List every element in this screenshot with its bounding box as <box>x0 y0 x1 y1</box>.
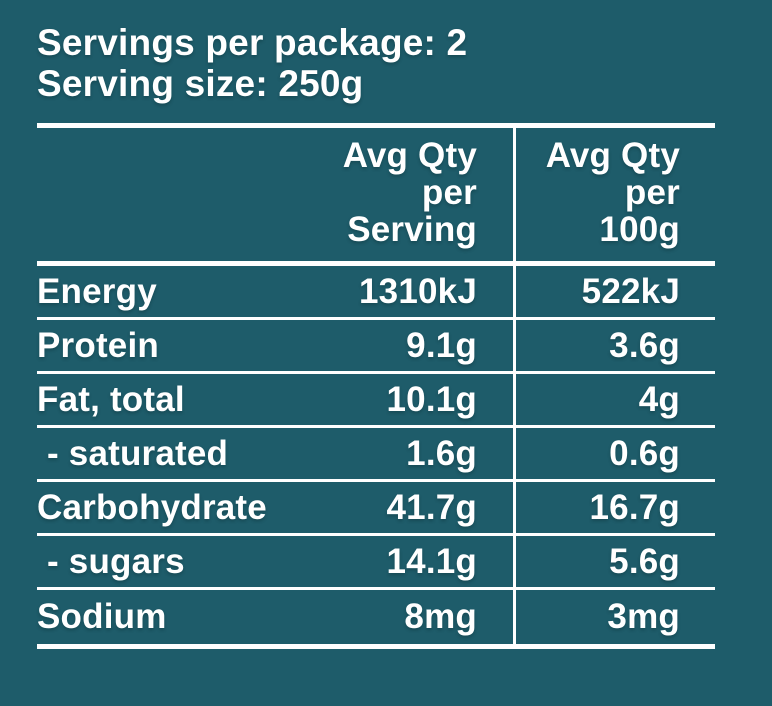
table-body: Energy 1310kJ 522kJ Protein 9.1g 3.6g Fa… <box>37 266 715 644</box>
per-serving-value: 8mg <box>404 597 477 636</box>
per-100g-value: 5.6g <box>609 541 680 581</box>
per-serving-value: 10.1g <box>386 379 477 419</box>
header-line: per <box>624 173 680 212</box>
nutrient-label: Fat, total <box>37 379 185 419</box>
per-100g-value: 3.6g <box>609 325 680 365</box>
per-serving-value: 41.7g <box>386 487 477 527</box>
per-100g-value: 522kJ <box>581 271 680 311</box>
panel-titles: Servings per package: 2 Serving size: 25… <box>37 22 715 104</box>
nutrient-row: Sodium 8mg 3mg <box>37 590 715 644</box>
nutrient-label: Carbohydrate <box>37 487 267 527</box>
nutrient-label: Protein <box>37 325 159 365</box>
header-line: Avg Qty <box>342 136 477 175</box>
header-line: Avg Qty <box>545 136 680 175</box>
column-divider-rule <box>513 128 516 644</box>
per-serving-value: 1310kJ <box>359 271 477 311</box>
per-100g-value: 4g <box>638 379 680 419</box>
nutrient-row: Protein 9.1g 3.6g <box>37 320 715 374</box>
nutrient-row: Carbohydrate 41.7g 16.7g <box>37 482 715 536</box>
nutrition-table: Avg Qty per Serving Avg Qty per 100g Ene… <box>37 123 715 649</box>
nutrient-row: Energy 1310kJ 522kJ <box>37 266 715 320</box>
header-line: per <box>421 173 477 212</box>
per-100g-value: 0.6g <box>609 433 680 473</box>
per-100g-value: 3mg <box>607 597 680 636</box>
header-line: 100g <box>599 210 680 249</box>
nutrient-row: Fat, total 10.1g 4g <box>37 374 715 428</box>
nutrient-label: Sodium <box>37 597 167 636</box>
nutrient-row: - sugars 14.1g 5.6g <box>37 536 715 590</box>
nutrient-label: - sugars <box>47 541 185 581</box>
per-serving-value: 9.1g <box>406 325 477 365</box>
nutrient-label: - saturated <box>47 433 229 473</box>
per-serving-value: 14.1g <box>386 541 477 581</box>
nutrient-label: Energy <box>37 271 157 311</box>
serving-size-line: Serving size: 250g <box>37 63 364 104</box>
servings-per-package-line: Servings per package: 2 <box>37 22 468 63</box>
header-avg-qty-per-100g: Avg Qty per 100g <box>513 137 715 248</box>
header-line: Serving <box>347 210 477 249</box>
per-100g-value: 16.7g <box>589 487 680 527</box>
table-header-row: Avg Qty per Serving Avg Qty per 100g <box>37 128 715 266</box>
nutrient-row: - saturated 1.6g 0.6g <box>37 428 715 482</box>
per-serving-value: 1.6g <box>406 433 477 473</box>
header-avg-qty-per-serving: Avg Qty per Serving <box>293 137 513 248</box>
